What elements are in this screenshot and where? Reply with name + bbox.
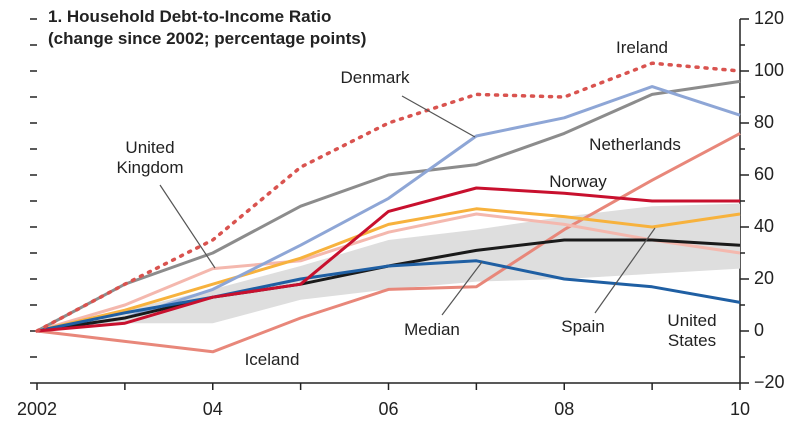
x-tick-label: 2002 [17, 399, 57, 419]
series-line [36, 259, 741, 333]
y-tick-label: 0 [754, 320, 764, 340]
series-label: Spain [561, 317, 605, 336]
chart-subtitle: (change since 2002; percentage points) [48, 29, 367, 48]
leader-line [441, 261, 483, 316]
series-line [36, 207, 741, 333]
series-line [36, 186, 740, 333]
y-tick-label: 60 [754, 164, 774, 184]
x-tick-label: 10 [730, 399, 750, 419]
series-label: Median [404, 320, 460, 339]
series-label: United Kingdom [116, 138, 184, 177]
y-tick-label: 120 [754, 8, 784, 28]
y-tick-label: 100 [754, 60, 784, 80]
x-tick-label: 06 [378, 399, 398, 419]
chart-title: 1. Household Debt-to-Income Ratio [48, 7, 332, 26]
y-tick-label: −20 [754, 372, 785, 392]
y-tick-label: 20 [754, 268, 774, 288]
leader-line [401, 95, 476, 138]
y-tick-label: 40 [754, 216, 774, 236]
series-line [36, 212, 741, 333]
y-tick-label: 80 [754, 112, 774, 132]
x-tick-label: 08 [554, 399, 574, 419]
series-label: United States [667, 311, 717, 350]
series-label: Netherlands [589, 135, 681, 154]
series-label: Ireland [616, 38, 668, 57]
series-label: Denmark [340, 68, 410, 87]
series-line [36, 79, 741, 333]
x-tick-label: 04 [203, 399, 223, 419]
series-label: Iceland [244, 350, 300, 369]
leader-line [594, 227, 656, 314]
leader-line [159, 184, 216, 269]
series-label: Norway [549, 172, 607, 191]
series-line [36, 132, 741, 354]
